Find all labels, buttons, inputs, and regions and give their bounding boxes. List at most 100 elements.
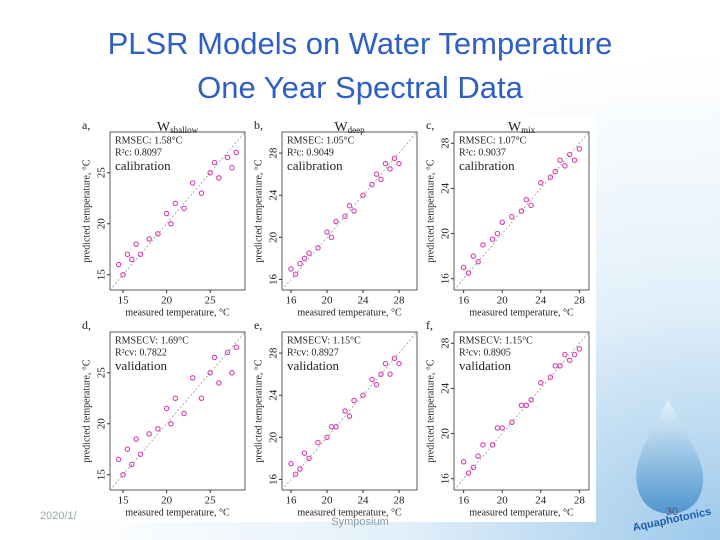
point xyxy=(387,166,393,172)
y-tick-label: 20 xyxy=(268,231,280,243)
y-tick-label: 15 xyxy=(96,469,108,481)
point xyxy=(391,155,398,162)
point xyxy=(342,213,348,220)
plot-frame xyxy=(281,331,418,491)
y-tick-label: 28 xyxy=(268,347,280,359)
point xyxy=(207,370,213,376)
identity-line xyxy=(281,131,418,291)
title-subscript: deep xyxy=(348,125,365,135)
y-tick-label: 15 xyxy=(96,269,108,281)
annotation: RMSECV: 1.15°C xyxy=(287,335,361,346)
x-tick-label: 16 xyxy=(286,495,298,507)
point xyxy=(146,236,152,242)
title-subscript: mix xyxy=(521,125,536,135)
panel-label: d, xyxy=(82,318,91,332)
point xyxy=(373,171,380,177)
point xyxy=(499,425,505,431)
point xyxy=(292,471,299,477)
point xyxy=(115,261,122,268)
point xyxy=(315,439,321,446)
x-tick-label: 20 xyxy=(497,295,509,307)
annotation: R²cv: 0.8905 xyxy=(459,347,511,358)
panel-label: b, xyxy=(254,118,263,132)
annotation: R²c: 0.9037 xyxy=(459,147,506,158)
point xyxy=(198,395,205,402)
point xyxy=(137,451,144,458)
plot-frame xyxy=(109,331,246,491)
point xyxy=(475,453,481,459)
point xyxy=(189,375,196,381)
panel-label: e, xyxy=(254,318,262,332)
point xyxy=(133,436,139,442)
point xyxy=(382,160,389,167)
x-axis-label: measured temperature, °C xyxy=(297,507,402,518)
point xyxy=(489,442,496,448)
panel-label: f, xyxy=(426,318,433,332)
identity-line xyxy=(109,331,246,491)
point xyxy=(465,270,472,276)
y-tick-label: 28 xyxy=(268,147,280,159)
point xyxy=(288,460,294,467)
y-axis-label: predicted temperature, °C xyxy=(81,159,92,262)
point xyxy=(198,190,205,196)
x-tick-label: 20 xyxy=(497,495,509,507)
annotation: RMSEC: 1.07°C xyxy=(459,135,527,146)
point xyxy=(369,376,375,383)
x-tick-label: 15 xyxy=(118,495,130,507)
point xyxy=(211,159,218,166)
x-tick-label: 20 xyxy=(322,495,334,507)
x-axis-label: measured temperature, °C xyxy=(125,307,230,318)
x-tick-label: 20 xyxy=(322,295,334,307)
point xyxy=(120,471,126,478)
x-tick-label: 16 xyxy=(458,295,470,307)
point xyxy=(306,455,312,462)
y-tick-label: 16 xyxy=(268,473,280,485)
point xyxy=(557,157,563,163)
point xyxy=(470,464,477,471)
x-tick-label: 28 xyxy=(394,495,406,507)
x-tick-label: 24 xyxy=(535,295,547,307)
annotation: RMSEC: 1.05°C xyxy=(287,135,355,146)
point xyxy=(396,160,402,167)
point xyxy=(168,220,174,227)
point xyxy=(301,450,308,456)
point xyxy=(155,231,161,237)
point xyxy=(146,431,152,437)
point xyxy=(324,229,330,235)
x-tick-label: 24 xyxy=(535,495,547,507)
point xyxy=(470,253,477,259)
point xyxy=(547,174,554,180)
y-tick-label: 20 xyxy=(96,418,108,430)
point xyxy=(333,424,339,430)
point xyxy=(351,397,357,404)
point xyxy=(518,208,525,214)
point xyxy=(475,259,481,265)
point xyxy=(315,245,321,251)
annotation: R²c: 0.9049 xyxy=(287,147,334,158)
y-axis-label: predicted temperature, °C xyxy=(81,359,92,462)
point xyxy=(133,241,139,247)
point xyxy=(216,380,222,386)
y-axis-label: predicted temperature, °C xyxy=(425,159,436,262)
point xyxy=(172,395,179,402)
title-main: W xyxy=(157,120,171,135)
y-tick-label: 16 xyxy=(440,273,452,285)
point xyxy=(547,374,554,380)
point xyxy=(480,242,486,248)
footer-date: 2020/1/ xyxy=(40,510,78,522)
point xyxy=(346,202,353,209)
annotation: calibration xyxy=(115,158,171,173)
y-tick-label: 20 xyxy=(440,228,452,240)
point xyxy=(224,154,231,161)
point xyxy=(181,205,187,212)
point xyxy=(360,192,366,198)
annotation: RMSEC: 1.58°C xyxy=(115,135,183,146)
point xyxy=(328,234,335,241)
x-tick-label: 15 xyxy=(118,295,130,307)
point xyxy=(115,456,122,463)
point xyxy=(229,164,235,171)
point xyxy=(562,351,568,358)
annotation: RMSECV: 1.15°C xyxy=(459,335,533,346)
